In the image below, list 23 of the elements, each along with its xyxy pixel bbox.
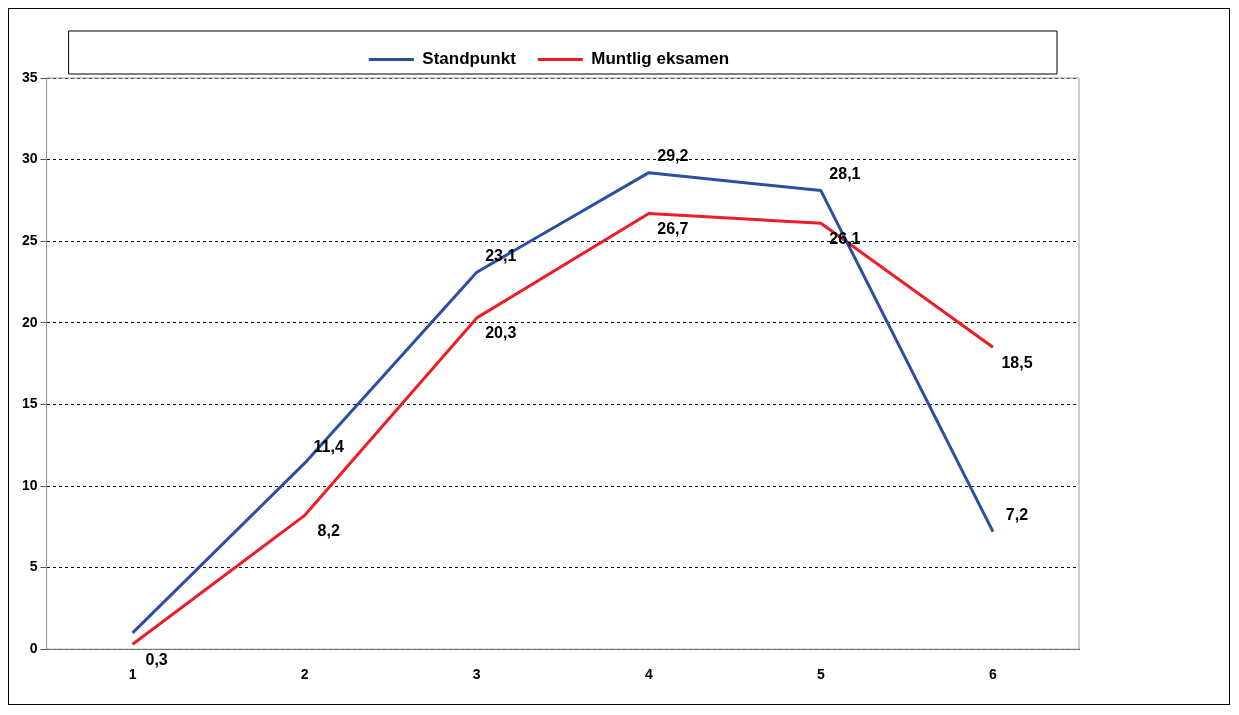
y-tick-label: 30: [21, 150, 38, 167]
y-tick-label: 20: [21, 313, 38, 330]
x-tick-label: 2: [300, 666, 309, 683]
data-label: 28,1: [829, 165, 861, 183]
x-tick-label: 5: [816, 666, 825, 683]
x-tick-label: 6: [989, 666, 998, 683]
y-tick-label: 25: [21, 232, 38, 249]
data-label: 26,7: [657, 219, 689, 237]
y-tick-label: 0: [29, 640, 38, 657]
data-label: 20,3: [485, 324, 517, 342]
y-tick-label: 15: [21, 395, 38, 412]
data-label: 0,3: [145, 650, 168, 668]
y-tick-label: 10: [21, 476, 38, 493]
data-label: 7,2: [1005, 506, 1029, 524]
x-tick-label: 4: [644, 666, 653, 683]
legend-label: Muntlig eksamen: [591, 49, 730, 69]
y-tick-label: 5: [29, 558, 38, 575]
y-tick-label: 35: [21, 68, 38, 85]
data-label: 18,5: [1001, 353, 1033, 371]
x-tick-label: 3: [472, 666, 481, 683]
legend-label: Standpunkt: [422, 49, 517, 69]
x-tick-label: 1: [128, 666, 137, 683]
data-label: 8,2: [317, 521, 340, 539]
